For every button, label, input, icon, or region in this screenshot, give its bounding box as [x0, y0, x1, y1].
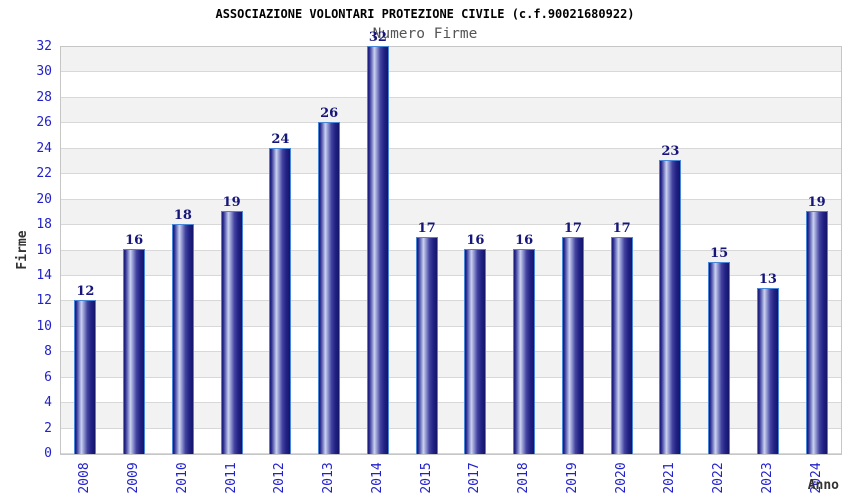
bar-2021	[659, 160, 682, 454]
y-axis-title: Firme	[15, 230, 30, 270]
bar-2012	[269, 148, 292, 454]
bar-2019	[561, 237, 584, 454]
bar-2018	[513, 249, 536, 454]
y-tick-label: 14	[36, 267, 52, 283]
bar-value-label: 16	[515, 233, 534, 248]
bar-2013	[318, 122, 341, 454]
y-tick-label: 6	[44, 369, 52, 385]
chart-title: ASSOCIAZIONE VOLONTARI PROTEZIONE CIVILE…	[215, 7, 635, 21]
bar-2017	[464, 249, 487, 454]
x-tick-label: 2022	[711, 462, 727, 494]
bar-2023	[756, 288, 779, 454]
bar-value-label: 17	[417, 221, 436, 236]
y-tick-label: 0	[44, 446, 52, 461]
bar-value-label: 24	[271, 132, 290, 147]
x-tick-label: 2018	[516, 462, 532, 494]
y-tick-label: 2	[44, 420, 52, 436]
x-tick-label: 2019	[564, 462, 580, 494]
x-tick-label: 2017	[467, 462, 483, 494]
y-tick-label: 12	[36, 293, 52, 309]
y-tick-label: 32	[36, 39, 52, 54]
y-tick-label: 30	[36, 64, 52, 80]
y-tick-label: 20	[36, 191, 52, 207]
chart-subtitle: Numero Firme	[372, 26, 478, 42]
bar-value-label: 19	[807, 195, 826, 210]
x-tick-label: 2014	[369, 462, 385, 494]
bar-2011	[220, 211, 243, 454]
x-tick-label: 2023	[759, 462, 775, 494]
bar-2022	[708, 262, 731, 454]
bar-value-label: 16	[125, 233, 144, 248]
bar-value-label: 26	[320, 106, 339, 121]
x-tick-label: 2012	[272, 462, 288, 494]
y-tick-label: 18	[36, 217, 52, 233]
grid-band	[61, 72, 841, 98]
grid-band	[61, 97, 841, 124]
bar-2014	[366, 46, 389, 454]
bar-value-label: 12	[76, 284, 95, 299]
x-tick-label: 2013	[321, 462, 337, 494]
bar-value-label: 17	[563, 221, 582, 236]
bar-value-label: 13	[758, 272, 777, 287]
x-tick-label: 2010	[174, 462, 190, 494]
x-tick-label: 2008	[77, 462, 93, 494]
y-tick-label: 4	[44, 395, 52, 411]
bar-2009	[123, 249, 146, 454]
bar-2015	[415, 237, 438, 454]
bar-value-label: 16	[466, 233, 485, 248]
x-tick-label: 2009	[126, 462, 142, 494]
bar-2010	[171, 224, 194, 454]
bar-value-label: 32	[368, 30, 387, 45]
bar-2024	[805, 211, 828, 454]
grid-band	[61, 47, 841, 73]
y-tick-label: 8	[44, 344, 52, 360]
y-tick-label: 26	[36, 115, 52, 131]
y-tick-label: 28	[36, 89, 52, 105]
bar-value-label: 17	[612, 221, 631, 236]
grid-band	[61, 199, 841, 226]
x-tick-label: 2015	[418, 462, 434, 494]
x-axis-title: Anno	[807, 478, 839, 493]
y-tick-label: 22	[36, 166, 52, 182]
y-tick-label: 16	[36, 242, 52, 258]
plot-area	[60, 46, 842, 455]
x-tick-label: 2011	[223, 462, 239, 494]
y-tick-label: 10	[36, 318, 52, 334]
grid-band	[61, 123, 841, 149]
bar-value-label: 19	[222, 195, 241, 210]
grid-band	[61, 174, 841, 200]
bar-value-label: 15	[710, 246, 729, 261]
y-tick-label: 24	[36, 140, 52, 156]
bar-value-label: 23	[661, 144, 680, 159]
bar-2008	[74, 300, 97, 454]
bar-2020	[610, 237, 633, 454]
x-tick-label: 2021	[662, 462, 678, 494]
bar-value-label: 18	[173, 208, 192, 223]
grid-band	[61, 148, 841, 175]
x-tick-label: 2020	[613, 462, 629, 494]
